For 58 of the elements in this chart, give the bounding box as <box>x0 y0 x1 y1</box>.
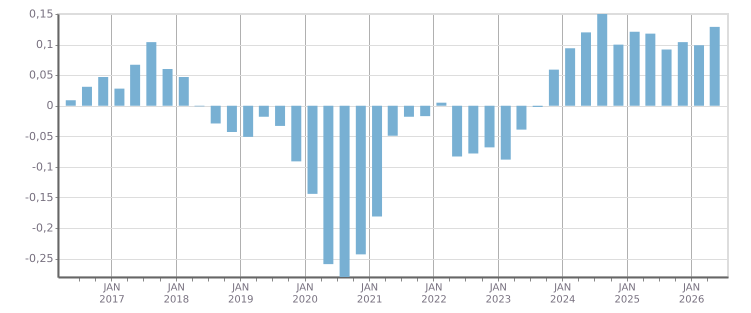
y-tick-label: 0,05 <box>29 68 54 82</box>
x-tick-label: JAN 2018 <box>164 282 190 306</box>
y-tick-label: -0,15 <box>25 190 54 204</box>
bar <box>500 106 511 160</box>
bar <box>130 64 140 106</box>
bar <box>388 106 398 136</box>
bar <box>178 77 189 106</box>
bar <box>613 44 624 106</box>
bar <box>645 34 656 106</box>
y-tick-label: -0,2 <box>32 222 54 235</box>
bar <box>372 106 382 216</box>
bar <box>82 86 92 106</box>
x-tick-label: JAN 2020 <box>292 282 318 306</box>
x-tick-label: JAN 2017 <box>99 282 125 306</box>
x-tick-label: JAN 2022 <box>421 282 447 306</box>
bar <box>580 32 591 106</box>
x-tick-label: JAN 2024 <box>550 282 576 306</box>
bar <box>678 42 688 106</box>
bar <box>226 106 237 132</box>
bar <box>548 70 559 106</box>
bar <box>516 106 526 130</box>
x-tick-label: JAN 2023 <box>486 282 512 306</box>
bar <box>114 88 124 106</box>
x-tick-label: JAN 2021 <box>356 282 382 306</box>
y-tick-label: 0 <box>46 99 54 112</box>
bar <box>565 48 576 106</box>
bar <box>275 106 286 126</box>
bar <box>420 106 430 116</box>
bar <box>468 106 478 154</box>
bar <box>630 32 640 106</box>
bar <box>291 106 302 162</box>
bar <box>66 100 76 106</box>
bar <box>436 102 446 106</box>
y-tick-label: -0,1 <box>32 160 54 174</box>
bar <box>146 42 156 106</box>
bar <box>323 106 334 264</box>
bar <box>662 49 672 106</box>
bar <box>597 14 608 106</box>
y-tick-label: -0,05 <box>25 130 54 143</box>
bar <box>694 45 704 106</box>
bar <box>710 26 720 106</box>
y-tick-label: 0,15 <box>29 8 54 20</box>
bar <box>210 106 221 124</box>
bar <box>356 106 366 254</box>
bar <box>452 106 462 157</box>
x-tick-label: JAN 2025 <box>614 282 640 306</box>
bar <box>308 106 318 194</box>
bar <box>162 69 173 106</box>
bar <box>243 106 254 137</box>
y-tick-label: -0,25 <box>25 252 54 266</box>
bar <box>404 106 414 117</box>
y-tick-label: 0,1 <box>36 38 54 52</box>
bar <box>258 106 269 117</box>
bar <box>340 106 350 277</box>
x-tick-label: JAN 2026 <box>678 282 704 306</box>
x-tick-label: JAN 2019 <box>228 282 254 306</box>
bar <box>98 77 108 106</box>
bar <box>484 106 495 148</box>
